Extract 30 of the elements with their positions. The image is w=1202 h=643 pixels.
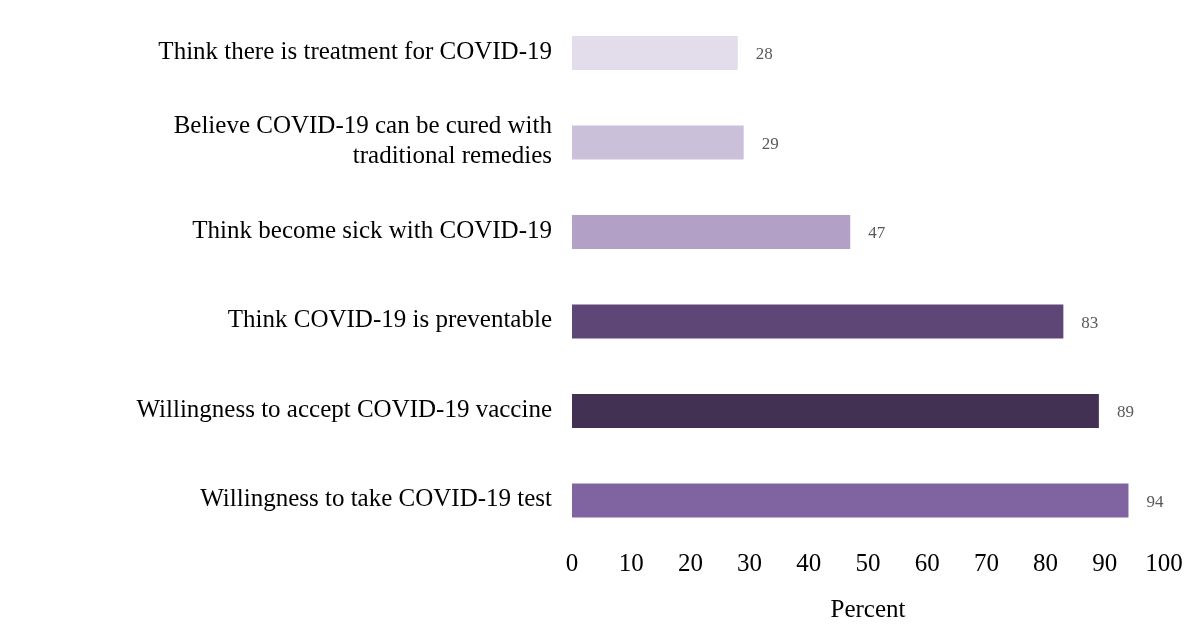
data-label: 28 — [755, 44, 773, 64]
data-label: 94 — [1146, 491, 1164, 511]
data-label: 29 — [761, 133, 779, 153]
bar — [572, 394, 1099, 428]
x-tick-label: 100 — [1145, 548, 1183, 576]
x-tick-label: 10 — [618, 548, 644, 576]
bar — [572, 483, 1129, 518]
y-tick-label: Think there is treatment for COVID-19 — [158, 36, 552, 64]
x-tick-label: 20 — [677, 548, 703, 576]
x-tick-label: 0 — [565, 548, 579, 576]
bar — [572, 125, 744, 160]
bar — [572, 215, 851, 249]
bar — [572, 304, 1064, 339]
y-tick-label: Willingness to accept COVID-19 vaccine — [136, 394, 552, 422]
data-label: 83 — [1081, 312, 1099, 332]
x-tick-label: 70 — [973, 548, 999, 576]
x-tick-label: 90 — [1092, 548, 1118, 576]
x-tick-label: 80 — [1033, 548, 1059, 576]
bar — [572, 36, 738, 70]
x-tick-label: 40 — [796, 548, 822, 576]
y-tick-label: Think COVID-19 is preventable — [227, 304, 552, 332]
y-tick-label: Willingness to take COVID-19 test — [200, 483, 553, 511]
y-tick-label: Think become sick with COVID-19 — [192, 215, 552, 243]
y-tick-label: Believe COVID-19 can be cured with traditional remedies — [173, 110, 553, 168]
data-label: 89 — [1116, 402, 1134, 422]
data-label: 47 — [868, 223, 886, 243]
x-tick-label: 50 — [855, 548, 881, 576]
x-tick-label: 30 — [737, 548, 763, 576]
x-tick-label: 60 — [914, 548, 940, 576]
x-axis-title: Percent — [830, 595, 906, 622]
